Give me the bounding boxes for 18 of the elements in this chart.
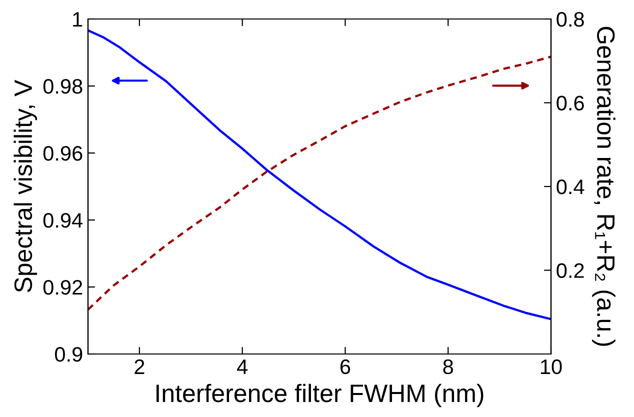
y-tick-label: 0.98 xyxy=(43,79,82,94)
y2-tick-label: 0.4 xyxy=(556,180,584,194)
y-tick-label: 0.9 xyxy=(54,347,82,362)
x-tick-label: 2 xyxy=(134,359,144,374)
y2-axis-title: Generation rate, R₁+R₂ (a.u.) xyxy=(592,26,616,346)
x-tick-label: 4 xyxy=(237,360,248,374)
y2-tick-label: 0.6 xyxy=(556,96,584,111)
y-tick-label: 0.96 xyxy=(43,146,82,161)
x-tick-label: 6 xyxy=(340,359,350,374)
x-axis-title: Interference filter FWHM (nm) xyxy=(156,384,484,408)
x-tick-label: 8 xyxy=(443,359,453,374)
y2-tick-label: 0.8 xyxy=(556,12,584,27)
y2-tick-label: 0.2 xyxy=(556,263,584,278)
x-tick-label: 10 xyxy=(541,359,562,374)
y-tick-label: 0.94 xyxy=(43,213,83,228)
y-tick-label: 0.92 xyxy=(43,280,82,295)
y-axis-title: Spectral visibility, V xyxy=(14,80,38,292)
y-tick-label: 1 xyxy=(73,12,82,27)
